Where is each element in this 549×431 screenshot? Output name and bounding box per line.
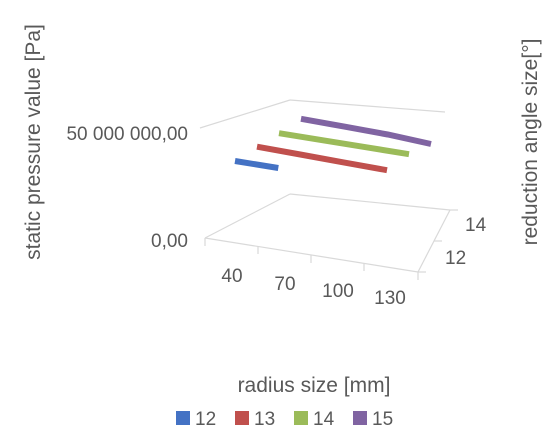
- series-line-13: [256, 143, 388, 174]
- legend-label-15: 15: [372, 409, 393, 430]
- x-tick-label: 40: [221, 266, 242, 287]
- legend-swatch-13: [235, 411, 249, 425]
- legend: 12 13 14 15: [176, 409, 393, 430]
- back-gridline-top: [199, 99, 291, 129]
- plot-area: [199, 99, 458, 280]
- legend-swatch-15: [353, 411, 367, 425]
- x-tick-label: 100: [322, 281, 354, 302]
- floor-back-edge: [289, 193, 451, 211]
- x-tick-label: 130: [374, 288, 406, 309]
- legend-label-12: 12: [195, 409, 216, 430]
- series-line-14: [278, 130, 410, 158]
- legend-label-14: 14: [313, 409, 335, 430]
- legend-label-13: 13: [254, 409, 275, 430]
- back-gridline-top-depth: [289, 99, 446, 113]
- y-tick-label-bottom: 0,00: [151, 231, 188, 252]
- z-tick-label: 14: [465, 215, 487, 236]
- floor-left-edge: [204, 193, 291, 239]
- x-tick-label: 70: [274, 274, 295, 295]
- y-tick-label-top: 50 000 000,00: [66, 124, 188, 145]
- series-line-12: [234, 158, 279, 171]
- y-axis-title: static pressure value [Pa]: [22, 24, 45, 260]
- series-line-15: [300, 115, 432, 147]
- legend-swatch-14: [294, 411, 308, 425]
- x-axis-title: radius size [mm]: [238, 374, 391, 397]
- z-tick-label: 12: [445, 248, 466, 269]
- z-axis-title: reduction angle size[°]: [519, 39, 542, 246]
- series-layer: [234, 115, 432, 174]
- legend-swatch-12: [176, 411, 190, 425]
